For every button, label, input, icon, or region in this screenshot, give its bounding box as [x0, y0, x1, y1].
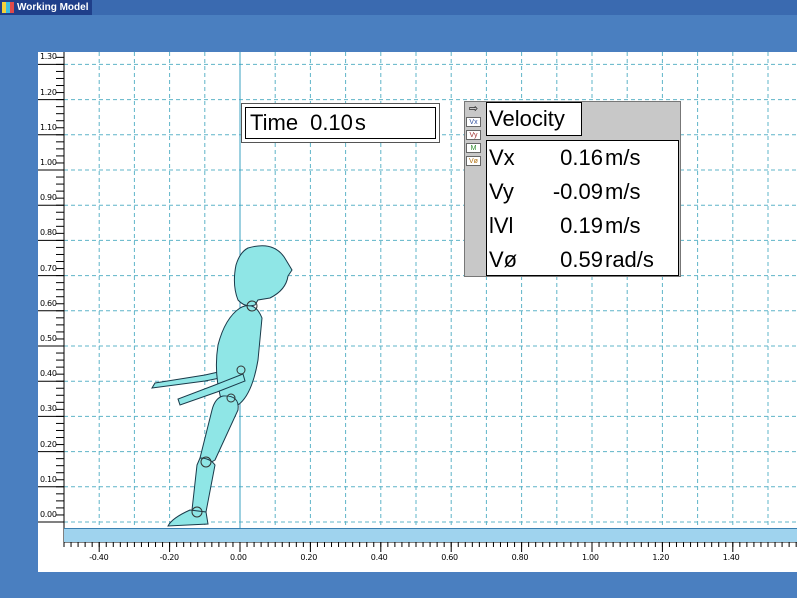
- horizontal-ruler-label: 1.00: [582, 553, 599, 562]
- vertical-ruler-label: 0.70: [40, 263, 57, 273]
- row-label: Vy: [489, 179, 514, 204]
- horizontal-ruler-label: -0.20: [159, 553, 180, 562]
- row-value: 0.16: [560, 145, 603, 170]
- horizontal-ruler-label: 0.80: [511, 553, 529, 562]
- vphi-toggle-icon[interactable]: Vø: [466, 156, 481, 166]
- row-unit: rad/s: [605, 247, 654, 272]
- hip-joint-icon: [226, 393, 236, 403]
- velocity-row-angular: Vø 0.59 rad/s: [487, 243, 680, 277]
- vertical-ruler-label: 0.50: [40, 334, 57, 343]
- torso: [215, 305, 263, 406]
- velocity-meter[interactable]: ⇨ Vx Vy M Vø Velocity Vx 0.16 m/s Vy -0.…: [464, 101, 681, 277]
- ankle-joint-icon: [191, 506, 203, 518]
- app-title: Working Model: [17, 2, 89, 13]
- thigh: [199, 395, 239, 464]
- arrow-right-icon[interactable]: ⇨: [468, 103, 479, 115]
- magnitude-toggle-icon[interactable]: M: [466, 143, 481, 153]
- front-arm: [177, 373, 246, 406]
- row-value: 0.59: [560, 247, 603, 272]
- velocity-row-vx: Vx 0.16 m/s: [487, 141, 680, 175]
- vertical-ruler: 1.30 1.20 1.10 1.00 0.90 0.80 0.70 0.60 0.50 0.40…: [38, 52, 64, 542]
- row-value: -0.09: [552, 179, 603, 204]
- vx-toggle-icon[interactable]: Vx: [466, 117, 481, 127]
- vertical-ruler-label: 0.90: [40, 193, 57, 203]
- time-unit: s: [354, 110, 366, 135]
- title-bar: Working Model: [0, 0, 797, 15]
- vertical-ruler-label: 1.30: [40, 52, 57, 62]
- vertical-ruler-label: 0.40: [40, 369, 57, 379]
- vy-toggle-icon[interactable]: Vy: [466, 130, 481, 140]
- velocity-row-magnitude: lVl 0.19 m/s: [487, 209, 680, 243]
- time-value: 0.10: [310, 110, 353, 135]
- horizontal-ruler-label: 0.20: [300, 553, 318, 562]
- working-model-app-icon: [2, 2, 14, 13]
- row-unit: m/s: [605, 145, 641, 170]
- neck-joint-icon: [246, 300, 258, 312]
- row-unit: m/s: [605, 179, 641, 204]
- velocity-readout: Vx 0.16 m/s Vy -0.09 m/s lVl 0.19 m/s Vø…: [486, 140, 679, 276]
- floor-body[interactable]: [64, 528, 797, 542]
- horizontal-ruler-label: -0.40: [89, 553, 109, 562]
- head: [233, 245, 293, 307]
- horizontal-ruler-label: 1.40: [722, 553, 740, 562]
- velocity-title: Velocity: [486, 102, 582, 136]
- vertical-ruler-label: 0.60: [40, 298, 57, 308]
- horizontal-ruler-label: 0.60: [441, 553, 458, 562]
- knee-joint-icon: [200, 456, 212, 468]
- time-meter[interactable]: Time 0.10 s: [241, 103, 440, 143]
- horizontal-ruler-label: 0.00: [230, 553, 247, 562]
- vertical-ruler-label: 0.80: [40, 228, 57, 238]
- vertical-ruler-label: 0.30: [40, 404, 57, 414]
- vertical-ruler-label: 0.20: [40, 439, 57, 449]
- row-label: Vx: [489, 145, 515, 170]
- velocity-row-vy: Vy -0.09 m/s: [487, 175, 680, 209]
- row-label: lVl: [489, 213, 514, 238]
- vertical-ruler-label: 0.10: [40, 474, 57, 484]
- meter-toggle-icons: ⇨ Vx Vy M Vø: [466, 104, 483, 169]
- vertical-ruler-label: 1.10: [40, 122, 57, 132]
- vertical-ruler-label: 0.00: [40, 510, 57, 519]
- vertical-ruler-label: 1.00: [40, 158, 57, 167]
- row-unit: m/s: [605, 213, 641, 238]
- shoulder-joint-icon: [236, 365, 246, 375]
- time-label: Time: [250, 110, 299, 135]
- app-title-tab[interactable]: Working Model: [0, 0, 93, 15]
- foot: [167, 509, 209, 527]
- horizontal-ruler-label: 1.20: [652, 553, 670, 562]
- time-display: Time 0.10 s: [245, 107, 436, 139]
- row-value: 0.19: [560, 213, 603, 238]
- row-label: Vø: [489, 247, 518, 272]
- vertical-ruler-label: 1.20: [40, 87, 57, 97]
- horizontal-ruler-label: 0.40: [370, 553, 388, 562]
